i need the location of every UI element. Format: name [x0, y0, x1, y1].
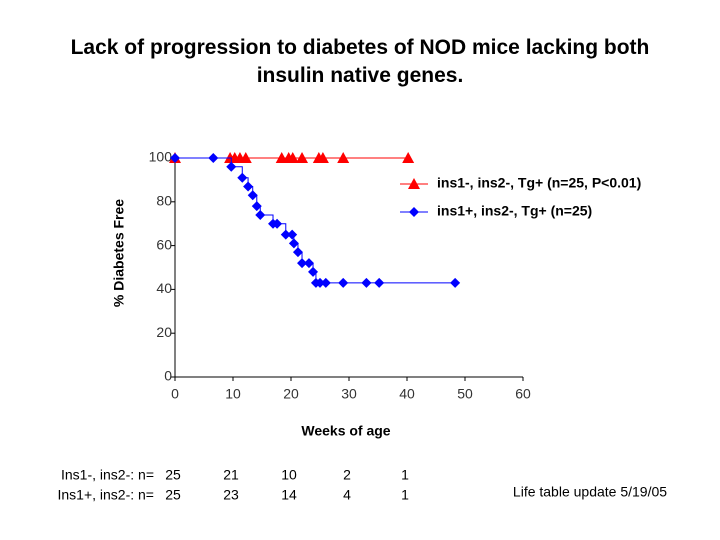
- marker: [361, 277, 372, 288]
- at-risk-value: 2: [343, 467, 351, 483]
- y-tick-label: 20: [156, 324, 172, 340]
- marker: [170, 153, 180, 163]
- marker: [272, 218, 283, 229]
- marker: [315, 277, 325, 288]
- legend-label: ins1-, ins2-, Tg+ (n=25, P<0.01): [437, 175, 641, 191]
- y-tick-label: 100: [149, 149, 173, 165]
- marker: [296, 152, 309, 163]
- y-tick-label: 60: [156, 236, 172, 252]
- marker: [402, 152, 415, 163]
- at-risk-value: 23: [223, 487, 239, 503]
- marker: [237, 172, 248, 183]
- at-risk-label: Ins1+, ins2-: n=: [57, 487, 154, 503]
- marker: [303, 258, 314, 269]
- x-axis-label: Weeks of age: [301, 423, 390, 439]
- marker: [320, 277, 331, 288]
- x-tick-label: 60: [515, 386, 531, 402]
- marker: [280, 229, 291, 240]
- marker: [450, 277, 461, 288]
- y-tick-label: 40: [156, 280, 172, 296]
- at-risk-value: 1: [401, 467, 409, 483]
- marker: [243, 181, 254, 192]
- marker: [374, 277, 385, 288]
- x-tick-label: 10: [225, 386, 241, 402]
- marker: [409, 207, 419, 217]
- at-risk-value: 25: [165, 487, 181, 503]
- marker: [286, 152, 299, 163]
- marker: [251, 201, 262, 212]
- at-risk-value: 21: [223, 467, 239, 483]
- x-tick-label: 40: [399, 386, 415, 402]
- marker: [288, 238, 299, 249]
- y-axis-label: % Diabetes Free: [111, 199, 127, 307]
- at-risk-value: 14: [281, 487, 297, 503]
- note: Life table update 5/19/05: [513, 484, 667, 500]
- at-risk-value: 10: [281, 467, 297, 483]
- x-tick-label: 30: [341, 386, 357, 402]
- marker: [297, 258, 308, 269]
- marker: [316, 152, 329, 163]
- marker: [292, 247, 303, 258]
- x-tick-label: 0: [171, 386, 179, 402]
- legend-label: ins1+, ins2-, Tg+ (n=25): [437, 203, 592, 219]
- y-tick-label: 80: [156, 193, 172, 209]
- marker: [287, 229, 298, 240]
- marker: [247, 190, 258, 201]
- at-risk-label: Ins1-, ins2-: n=: [61, 467, 154, 483]
- x-tick-label: 50: [457, 386, 473, 402]
- at-risk-value: 1: [401, 487, 409, 503]
- chart-title: Lack of progression to diabetes of NOD m…: [70, 36, 650, 87]
- x-tick-label: 20: [283, 386, 299, 402]
- marker: [337, 152, 350, 163]
- marker: [338, 277, 349, 288]
- at-risk-value: 25: [165, 467, 181, 483]
- marker: [208, 153, 219, 163]
- marker: [239, 152, 252, 163]
- marker: [255, 209, 266, 220]
- marker: [408, 178, 420, 189]
- marker: [226, 161, 237, 172]
- y-tick-label: 0: [164, 368, 172, 384]
- at-risk-value: 4: [343, 487, 351, 503]
- marker: [308, 266, 319, 277]
